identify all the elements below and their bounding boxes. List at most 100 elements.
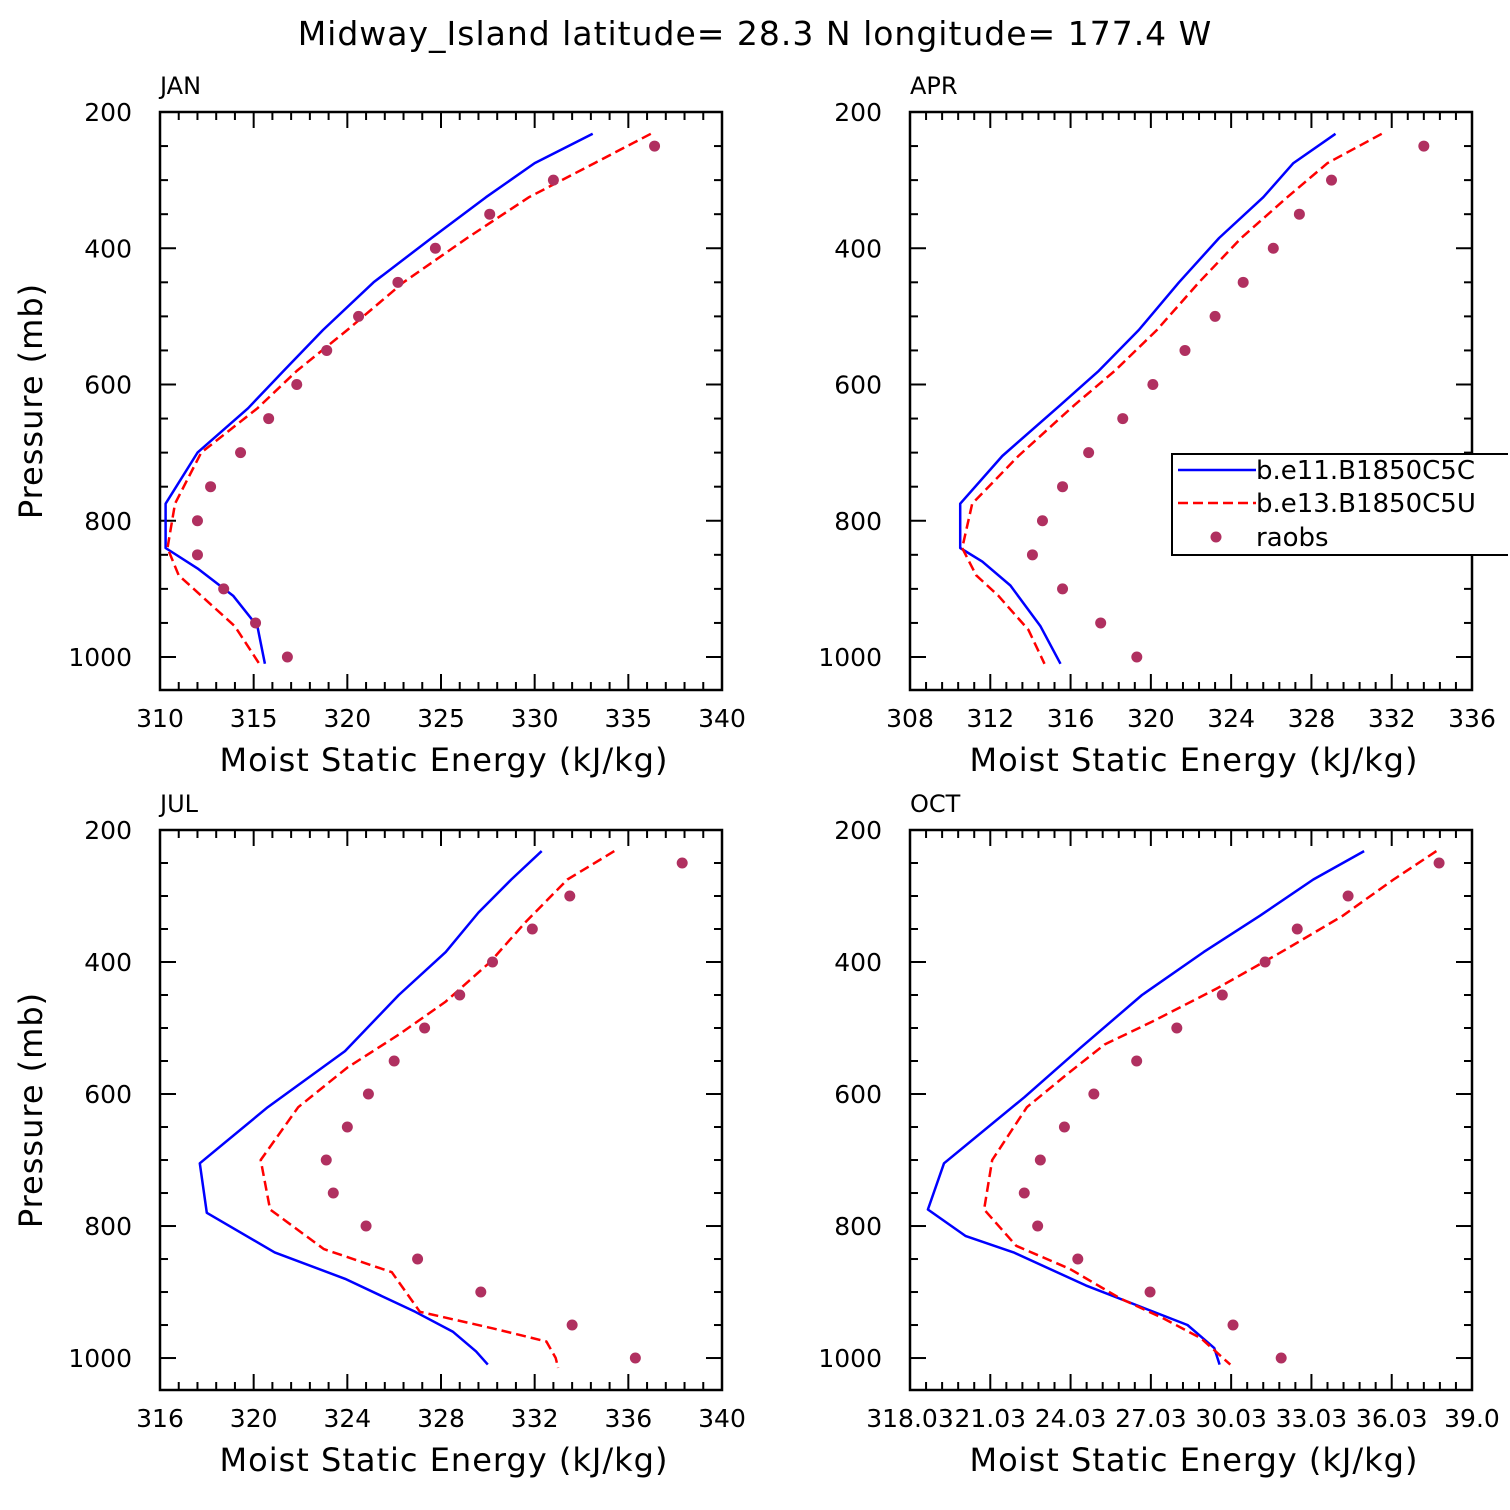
x-axis-label: Moist Static Energy (kJ/kg) bbox=[970, 1441, 1419, 1479]
y-tick-label: 1000 bbox=[818, 1344, 882, 1373]
raobs-point bbox=[353, 310, 365, 322]
y-tick-label: 1000 bbox=[818, 643, 882, 672]
raobs-point bbox=[1057, 583, 1069, 595]
raobs-point bbox=[263, 413, 275, 425]
x-tick-label: 332 bbox=[1368, 704, 1416, 733]
x-tick-label: 33.03 bbox=[1276, 1404, 1348, 1433]
raobs-point bbox=[1227, 1319, 1239, 1331]
raobs-point bbox=[1291, 923, 1303, 935]
raobs-point bbox=[321, 344, 333, 356]
legend-label: raobs bbox=[1256, 523, 1329, 553]
raobs-point bbox=[1026, 549, 1038, 561]
raobs-point bbox=[1216, 989, 1228, 1001]
x-tick-label: 332 bbox=[511, 1404, 559, 1433]
x-tick-label: 328 bbox=[1288, 704, 1336, 733]
x-axis-label: Moist Static Energy (kJ/kg) bbox=[220, 1441, 669, 1479]
x-tick-label: 320 bbox=[323, 704, 371, 733]
raobs-point bbox=[1018, 1187, 1030, 1199]
x-tick-label: 336 bbox=[1448, 704, 1496, 733]
raobs-point bbox=[218, 583, 230, 595]
panel-label: APR bbox=[910, 72, 958, 100]
series-line-e13 bbox=[166, 132, 652, 665]
raobs-point bbox=[1144, 1286, 1156, 1298]
x-tick-label: 316 bbox=[1047, 704, 1095, 733]
x-tick-label: 30.03 bbox=[1195, 1404, 1267, 1433]
panel-label: JUL bbox=[158, 790, 199, 818]
raobs-point bbox=[360, 1220, 372, 1232]
raobs-point bbox=[1072, 1253, 1084, 1265]
series-line-e13 bbox=[982, 850, 1438, 1366]
series-line-e11 bbox=[958, 132, 1337, 665]
raobs-point bbox=[1418, 140, 1430, 152]
panel-label: JAN bbox=[158, 72, 201, 100]
series-line-e11 bbox=[198, 850, 543, 1366]
y-tick-label: 800 bbox=[84, 1212, 132, 1241]
plot-frame bbox=[908, 828, 1474, 1392]
raobs-point bbox=[235, 447, 247, 459]
x-tick-label: 318.03 bbox=[866, 1404, 953, 1433]
y-tick-label: 400 bbox=[834, 948, 882, 977]
panel-oct: OCT 200 400 600 800 1000 318.03 21.03 24.03 27.03… bbox=[818, 790, 1499, 1479]
x-axis-label: Moist Static Energy (kJ/kg) bbox=[970, 741, 1419, 779]
x-tick-label: 24.03 bbox=[1035, 1404, 1107, 1433]
raobs-point bbox=[629, 1352, 641, 1364]
panel-jan: JAN 200 400 600 800 1000 310 315 320 325 330 335 340… bbox=[12, 72, 746, 779]
raobs-point bbox=[281, 651, 293, 663]
series-line-e13 bbox=[259, 850, 615, 1369]
x-axis-label: Moist Static Energy (kJ/kg) bbox=[220, 741, 669, 779]
plot-frame bbox=[908, 110, 1474, 692]
raobs-point bbox=[1179, 344, 1191, 356]
raobs-point bbox=[412, 1253, 424, 1265]
raobs-point bbox=[388, 1055, 400, 1067]
raobs-point bbox=[341, 1121, 353, 1133]
plot-frame bbox=[158, 828, 724, 1392]
legend-label: b.e11.B1850C5C bbox=[1256, 456, 1475, 486]
y-tick-label: 1000 bbox=[68, 643, 132, 672]
raobs-point bbox=[564, 890, 576, 902]
y-tick-label: 800 bbox=[84, 507, 132, 536]
y-axis-label: Pressure (mb) bbox=[12, 283, 50, 519]
raobs-point bbox=[1342, 890, 1354, 902]
raobs-point bbox=[1259, 956, 1271, 968]
y-tick-label: 600 bbox=[834, 1080, 882, 1109]
raobs-point bbox=[1036, 515, 1048, 527]
panels-group: JAN 200 400 600 800 1000 310 315 320 325 330 335 340… bbox=[12, 72, 1508, 1479]
panel-jul: JUL 200 400 600 800 1000 316 320 324 328 332 336 340… bbox=[12, 790, 746, 1479]
raobs-point bbox=[1267, 242, 1279, 254]
x-tick-label: 315 bbox=[230, 704, 278, 733]
y-tick-label: 600 bbox=[84, 371, 132, 400]
y-tick-label: 400 bbox=[84, 948, 132, 977]
raobs-point bbox=[1275, 1352, 1287, 1364]
x-tick-label: 320 bbox=[1127, 704, 1175, 733]
raobs-point bbox=[1032, 1220, 1044, 1232]
raobs-point bbox=[487, 956, 499, 968]
raobs-point bbox=[1057, 481, 1069, 493]
raobs-point bbox=[1131, 651, 1143, 663]
raobs-point bbox=[320, 1154, 332, 1166]
y-tick-label: 200 bbox=[84, 98, 132, 127]
legend-marker-raobs bbox=[1210, 531, 1222, 543]
raobs-point bbox=[327, 1187, 339, 1199]
raobs-point bbox=[547, 174, 559, 186]
x-tick-label: 324 bbox=[323, 1404, 371, 1433]
raobs-point bbox=[362, 1088, 374, 1100]
x-tick-label: 324 bbox=[1207, 704, 1255, 733]
raobs-point bbox=[1058, 1121, 1070, 1133]
raobs-point bbox=[205, 481, 217, 493]
raobs-point bbox=[1326, 174, 1337, 186]
raobs-point bbox=[1034, 1154, 1046, 1166]
raobs-point bbox=[191, 549, 203, 561]
raobs-point bbox=[250, 617, 262, 629]
x-tick-label: 340 bbox=[698, 1404, 746, 1433]
x-tick-label: 330 bbox=[511, 704, 559, 733]
legend-label: b.e13.B1850C5U bbox=[1256, 489, 1476, 519]
raobs-point bbox=[429, 242, 441, 254]
plot-frame bbox=[158, 110, 724, 692]
raobs-point bbox=[1209, 310, 1221, 322]
y-tick-label: 600 bbox=[834, 371, 882, 400]
raobs-point bbox=[392, 276, 404, 288]
raobs-point bbox=[475, 1286, 487, 1298]
x-tick-label: 310 bbox=[136, 704, 184, 733]
